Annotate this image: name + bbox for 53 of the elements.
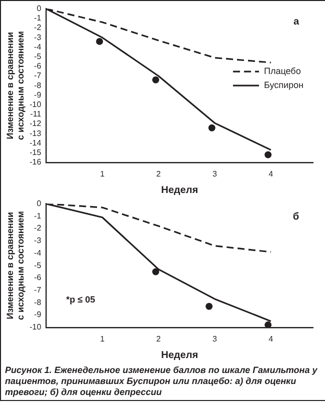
x-tick-label: 1 [100,334,106,344]
y-tick-label: -7 [34,71,42,80]
point [264,151,272,158]
point [264,321,272,328]
y-tick-label: 0 [36,4,42,14]
y-tick-label: -12 [30,119,42,128]
y-axis-title: Изменение в сравнении с исходным состоянием [4,30,26,140]
legend-label: Плацебо [264,66,301,76]
y-tick-label: -15 [30,148,42,158]
y-tick-label: -5 [34,260,42,270]
x-tick-label: 1 [100,169,106,178]
x-axis-title: Неделя [161,184,198,196]
y-tick-label: -14 [30,138,42,148]
x-tick-label: 3 [212,169,218,178]
x-tick-label: 4 [268,169,274,178]
text: Рисунок 1. Еженедельное изменение баллов по шкале Гамильтона у пациентов, принимавших Буспирон или плацебо: а) для оценки тревоги; б) для оценки депрессии [4,364,318,398]
text: б [292,212,299,223]
annotation: *p ≤ 05 [66,294,96,305]
y-tick-label: -13 [30,128,42,138]
y-tick-label: -1 [34,14,42,23]
y-tick-label: -6 [34,62,42,71]
point [206,302,213,310]
y-tick-label: -16 [30,158,42,167]
text: а [293,16,300,28]
y-tick-label: -8 [34,80,42,90]
y-tick-label: -6 [34,273,42,282]
y-tick-label: -10 [30,100,42,110]
y-tick-label: -2 [34,23,42,32]
x-tick-label: 3 [212,334,218,344]
y-tick-label: -4 [34,42,42,52]
y-tick-label: -1 [34,211,42,220]
y-tick-label: -9 [34,90,42,100]
point [152,268,160,276]
y-tick-label: -8 [34,298,42,307]
point [152,76,160,84]
y-axis-title: Изменение в сравнении с исходным состоянием [4,210,26,320]
y-tick-label: -2 [34,224,42,233]
point [96,38,104,45]
point [208,124,216,132]
x-tick-label: 2 [156,334,162,344]
x-tick-label: 4 [268,334,274,344]
y-tick-label: -11 [30,110,42,119]
y-tick-label: -10 [30,322,42,332]
y-tick-label: -9 [34,310,42,320]
y-tick-label: -3 [34,32,42,42]
y-tick-label: -7 [34,286,42,295]
y-tick-label: -4 [34,248,42,258]
y-tick-label: 0 [36,199,42,208]
y-tick-label: -3 [34,236,42,246]
legend-label: Буспирон [264,80,304,90]
x-tick-label: 2 [156,169,162,178]
y-tick-label: -5 [34,52,42,62]
x-axis-title: Неделя [161,350,198,361]
